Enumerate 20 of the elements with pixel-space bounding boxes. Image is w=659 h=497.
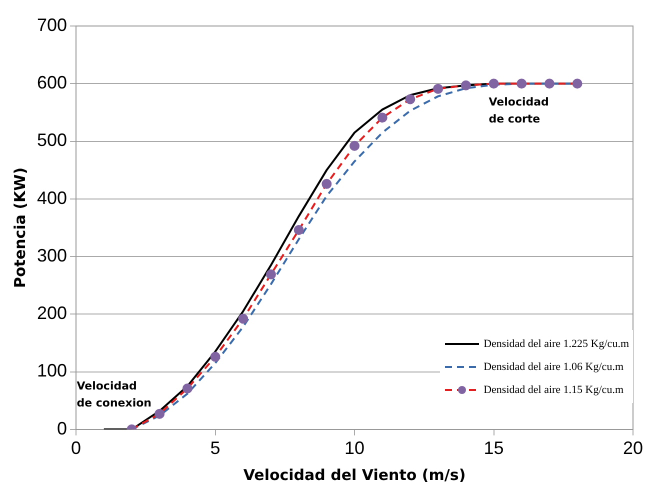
x-tick-label: 5 — [210, 438, 220, 458]
y-tick-label: 200 — [36, 303, 68, 324]
annotation: Velocidad de corte — [488, 96, 549, 126]
y-axis-title: Potencia (KW) — [10, 167, 29, 288]
y-tick-label: 600 — [36, 72, 68, 93]
x-tick-label: 15 — [484, 438, 504, 458]
legend-label: Densidad del aire 1.06 Kg/cu.m — [484, 360, 624, 372]
y-tick-label: 400 — [36, 188, 68, 208]
y-tick-label: 0 — [57, 418, 68, 438]
x-tick-label: 20 — [622, 438, 644, 458]
annotation: Velocidad de conexion — [76, 379, 152, 410]
legend-label: Densidad del aire 1.225 Kg/cu.m — [484, 338, 629, 350]
x-tick-label: 0 — [71, 438, 82, 458]
y-tick-label: 100 — [36, 360, 68, 381]
y-tick-label: 300 — [36, 245, 68, 266]
legend-label: Densidad del aire 1.15 Kg/cu.m — [484, 384, 624, 396]
y-tick-label: 700 — [36, 14, 68, 35]
y-tick-label: 500 — [36, 130, 68, 150]
x-axis-title: Velocidad del Viento (m/s) — [243, 466, 466, 484]
x-tick-label: 10 — [344, 438, 365, 458]
